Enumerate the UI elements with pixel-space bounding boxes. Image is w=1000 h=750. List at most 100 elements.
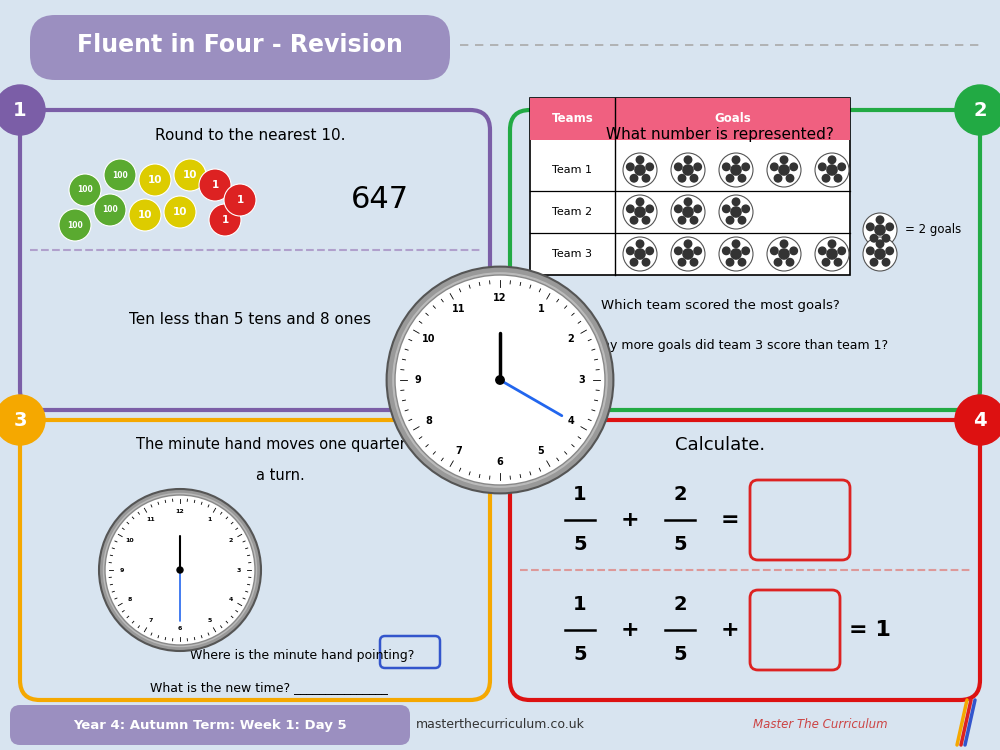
Text: 4: 4 — [228, 597, 233, 602]
Circle shape — [882, 259, 890, 266]
Text: 5: 5 — [673, 646, 687, 664]
Text: Where is the minute hand pointing?: Where is the minute hand pointing? — [190, 649, 414, 662]
Circle shape — [635, 165, 645, 175]
Circle shape — [678, 217, 686, 224]
Circle shape — [690, 259, 698, 266]
FancyBboxPatch shape — [20, 110, 490, 410]
Circle shape — [867, 247, 874, 254]
Circle shape — [838, 163, 845, 170]
Circle shape — [164, 196, 196, 228]
Circle shape — [790, 163, 797, 170]
Text: 100: 100 — [112, 170, 128, 179]
Circle shape — [863, 213, 897, 247]
Circle shape — [174, 159, 206, 191]
Text: 6: 6 — [497, 457, 503, 467]
Circle shape — [771, 163, 778, 170]
Text: 1: 1 — [207, 517, 211, 522]
Circle shape — [177, 567, 183, 573]
Text: 2: 2 — [973, 100, 987, 119]
Text: 5: 5 — [207, 618, 211, 623]
Circle shape — [742, 163, 749, 170]
Text: 10: 10 — [422, 334, 436, 344]
Circle shape — [675, 247, 682, 254]
Text: +: + — [721, 620, 739, 640]
Circle shape — [834, 175, 842, 182]
Circle shape — [779, 249, 789, 259]
Text: How many more goals did team 3 score than team 1?: How many more goals did team 3 score tha… — [551, 338, 889, 352]
Text: 2: 2 — [673, 596, 687, 614]
Circle shape — [683, 207, 693, 217]
Circle shape — [678, 259, 686, 266]
Circle shape — [690, 175, 698, 182]
Text: Round to the nearest 10.: Round to the nearest 10. — [155, 128, 345, 142]
Circle shape — [636, 156, 644, 164]
Circle shape — [675, 163, 682, 170]
Circle shape — [876, 240, 884, 248]
Text: Team 1: Team 1 — [552, 165, 592, 175]
Circle shape — [0, 395, 45, 445]
Circle shape — [732, 240, 740, 248]
FancyBboxPatch shape — [530, 98, 850, 140]
Text: 1: 1 — [211, 180, 219, 190]
Circle shape — [496, 376, 504, 384]
Text: 2: 2 — [673, 485, 687, 505]
Text: 1: 1 — [573, 596, 587, 614]
Circle shape — [732, 198, 740, 206]
Text: 3: 3 — [236, 568, 241, 572]
Circle shape — [774, 259, 782, 266]
Circle shape — [678, 175, 686, 182]
Text: = 2 goals: = 2 goals — [905, 224, 961, 236]
Text: Fluent in Four - Revision: Fluent in Four - Revision — [77, 33, 403, 57]
Circle shape — [876, 216, 884, 223]
Circle shape — [642, 217, 650, 224]
Text: 4: 4 — [973, 410, 987, 430]
Circle shape — [623, 195, 657, 229]
FancyBboxPatch shape — [10, 705, 410, 745]
Text: = 1: = 1 — [849, 620, 891, 640]
Circle shape — [726, 259, 734, 266]
Circle shape — [723, 247, 730, 254]
Circle shape — [731, 165, 741, 175]
Circle shape — [719, 153, 753, 187]
Circle shape — [719, 237, 753, 271]
Text: masterthecurriculum.co.uk: masterthecurriculum.co.uk — [416, 718, 584, 731]
Text: 8: 8 — [127, 597, 132, 602]
Text: 5: 5 — [573, 646, 587, 664]
Circle shape — [822, 259, 830, 266]
Text: Which team scored the most goals?: Which team scored the most goals? — [601, 298, 839, 311]
Text: Master The Curriculum: Master The Curriculum — [753, 718, 887, 731]
Circle shape — [694, 205, 701, 212]
Circle shape — [767, 237, 801, 271]
Circle shape — [630, 175, 638, 182]
Circle shape — [732, 156, 740, 164]
Circle shape — [886, 223, 893, 230]
Text: 9: 9 — [119, 568, 124, 572]
Text: +: + — [621, 510, 639, 530]
Text: 10: 10 — [173, 207, 187, 217]
Circle shape — [199, 169, 231, 201]
Circle shape — [955, 85, 1000, 135]
Circle shape — [882, 235, 890, 242]
Text: Teams: Teams — [552, 112, 593, 125]
Circle shape — [636, 198, 644, 206]
Circle shape — [671, 237, 705, 271]
Circle shape — [99, 489, 261, 651]
Circle shape — [630, 217, 638, 224]
Circle shape — [827, 165, 837, 175]
Text: What is the new time? _______________: What is the new time? _______________ — [150, 682, 388, 694]
Circle shape — [886, 247, 893, 254]
Text: 2: 2 — [228, 538, 233, 543]
Circle shape — [387, 266, 613, 494]
Text: a turn.: a turn. — [256, 467, 304, 482]
Circle shape — [139, 164, 171, 196]
Circle shape — [828, 240, 836, 248]
Circle shape — [635, 249, 645, 259]
Text: 3: 3 — [13, 410, 27, 430]
Circle shape — [815, 153, 849, 187]
Circle shape — [646, 247, 653, 254]
Text: 10: 10 — [148, 175, 162, 185]
Circle shape — [838, 247, 845, 254]
Text: 1: 1 — [236, 195, 244, 205]
Text: 7: 7 — [456, 446, 462, 456]
Text: 1: 1 — [13, 100, 27, 119]
